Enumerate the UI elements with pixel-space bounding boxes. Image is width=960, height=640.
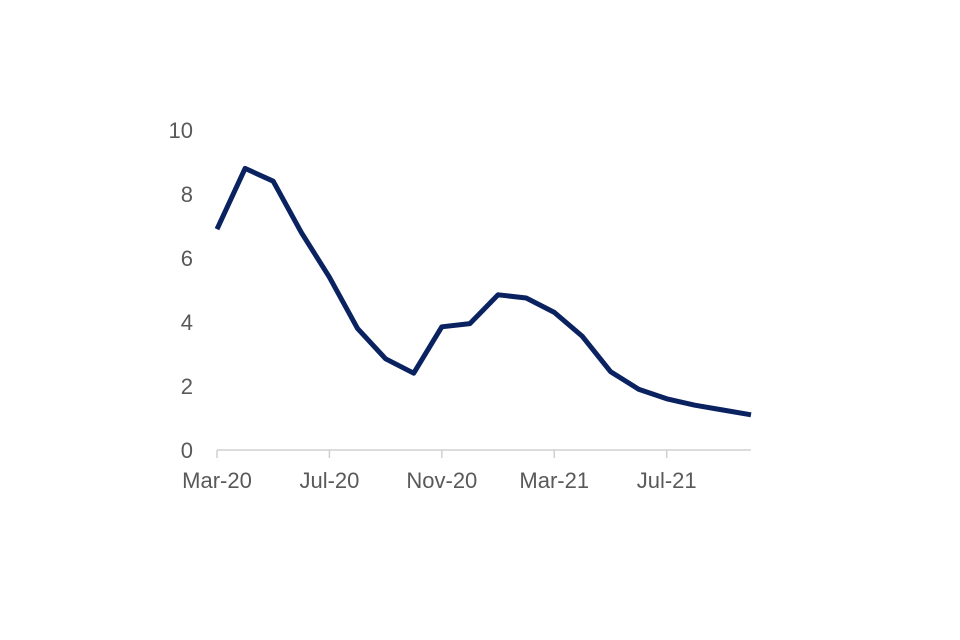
y-tick-label: 2 [181,374,193,399]
x-tick-label: Jul-20 [299,468,359,493]
series-points [215,166,754,417]
y-tick-label: 8 [181,182,193,207]
y-tick-label: 6 [181,246,193,271]
y-tick-label: 0 [181,438,193,463]
y-axis-tick-labels: 0 2 4 6 8 10 [169,118,193,463]
y-tick-label: 10 [169,118,193,143]
y-tick-label: 4 [181,310,193,335]
x-tick-label: Jul-21 [637,468,697,493]
x-tick-label: Mar-21 [519,468,589,493]
series-line [214,165,752,418]
x-axis-ticks: Mar-20 Jul-20 Nov-20 Mar-21 Jul-21 [182,450,697,493]
x-tick-label: Nov-20 [406,468,477,493]
x-tick-label: Mar-20 [182,468,252,493]
